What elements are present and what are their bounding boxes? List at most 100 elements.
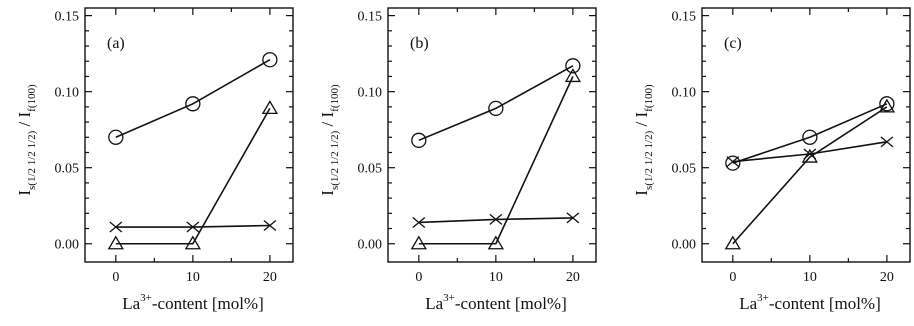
panel-3-ytick-label: 0.05 [672,162,697,177]
panel-1-y-axis-label-i1: I [15,190,34,196]
panel-1-y-axis-label-sub2: f(100) [26,84,38,112]
panel-3-frame [701,7,911,263]
panel-3-cross-point [803,148,817,160]
panel-1-x-axis-label-sup: 3+ [140,292,152,304]
panel-2-cross-point-stroke-2 [566,212,580,224]
panel-1-frame [84,7,294,263]
panel-1-cross-point-stroke-2 [263,219,277,231]
panel-3-ytick-label: 0.00 [672,238,697,253]
panel-2-ytick-label: 0.05 [358,162,383,177]
panel-1-cross-point [186,221,200,233]
panel-2-circle-point [565,58,581,74]
panel-3-circle-point [802,129,818,145]
panel-2-triangle-point [410,235,427,250]
panel-1-cross-point-stroke-2 [109,221,123,233]
panel-1-xtick-label: 20 [263,270,277,285]
panel-3-xtick-label: 10 [803,270,817,285]
panel-3-y-axis-label-sub2: f(100) [643,84,655,112]
panel-3-cross-point [726,156,740,168]
panel-1-xtick-label: 10 [186,270,200,285]
panel-1-xtick-label: 0 [112,270,119,285]
panel-1-ytick-label: 0.00 [55,238,80,253]
panel-3-x-axis-label-rest: -content [mol%] [769,294,881,313]
panel-1-circle-point [108,129,124,145]
panel-1-y-axis-label: Is(1/2 1/2 1/2) / If(100) [15,84,38,196]
panel-1-y-axis-label-i2: I [15,111,34,117]
panel-2-x-axis-label: La3+-content [mol%] [425,292,567,313]
panel-3-cross-point [880,136,894,148]
panel-1-cross-point [109,221,123,233]
panel-3-triangle-point [878,98,896,113]
panel-1-triangle-point [107,235,124,250]
panel-2-cross-point [412,216,426,228]
panel-1-circle-point [185,96,201,112]
panel-2-circle-point [411,132,427,148]
panel-1-triangle-point [184,235,201,250]
panel-1-x-axis-label-rest: -content [mol%] [152,294,264,313]
panel-1-y-axis-label-sub1: s(1/2 1/2 1/2) [26,130,38,190]
panel-2-frame [387,7,597,263]
panel-1-series-circle-line [115,59,271,139]
panel-1-x-axis-label: La3+-content [mol%] [122,292,264,313]
panel-3-x-axis-label-base: La [739,294,757,313]
panel-1-cross-point-stroke-2 [186,221,200,233]
panel-2-ytick-label: 0.10 [358,86,383,101]
panel-2-circle-point [488,100,504,117]
panel-3-y-axis-label-sub1: s(1/2 1/2 1/2) [643,130,655,190]
panel-2-x-axis-label-base: La [425,294,443,313]
panel-3-x-axis-label-sup: 3+ [757,292,769,304]
panel-3-cross-point-stroke-2 [803,148,817,160]
panel-2-ytick-label: 0.15 [358,10,383,25]
panel-3-triangle-point [724,235,741,250]
panel-2-cross-point-stroke-2 [489,213,503,225]
panel-3-ytick-label: 0.10 [672,86,697,101]
panel-1-y-axis-label-sep: / [15,117,34,130]
panel-2-xtick-label: 20 [566,270,580,285]
panel-2-y-axis-label-sub2: f(100) [329,84,341,112]
panel-3-series-triangle-line [732,106,888,245]
panel-1-x-axis-label-base: La [122,294,140,313]
panel-3-circle-point [725,155,741,171]
panel-2-y-axis-label: Is(1/2 1/2 1/2) / If(100) [318,84,341,196]
panel-2-x-axis-label-rest: -content [mol%] [455,294,567,313]
panel-3-xtick-label: 0 [729,270,736,285]
panel-2-ytick-label: 0.00 [358,238,383,253]
panel-2-x-axis-label-sup: 3+ [443,292,455,304]
panel-3-cross-point-stroke-2 [880,136,894,148]
panel-2-y-axis-label-i1: I [318,190,337,196]
panel-1-triangle-point [261,100,279,115]
panel-1-ytick-label: 0.15 [55,10,80,25]
panel-1-ytick-label: 0.10 [55,86,80,101]
panel-2-xtick-label: 0 [415,270,422,285]
panel-3-xtick-label: 20 [880,270,894,285]
panel-3-y-axis-label-i2: I [632,111,651,117]
panel-2-xtick-label: 10 [489,270,503,285]
panel-3-panel-label: (c) [724,35,742,52]
panel-3-series-circle-line [732,103,888,164]
panel-2-y-axis-label-i2: I [318,111,337,117]
panel-2-triangle-point [487,235,504,250]
panel-1-ytick-label: 0.05 [55,162,80,177]
panel-1-cross-point [263,219,277,231]
panel-3-y-axis-label-i1: I [632,190,651,196]
panel-3-y-axis-label: Is(1/2 1/2 1/2) / If(100) [632,84,655,196]
panel-2-cross-point [566,212,580,224]
panel-2-series-circle-line [418,65,574,142]
panel-2-y-axis-label-sep: / [318,117,337,130]
panel-2-cross-point-stroke-2 [412,216,426,228]
panel-2-cross-point [489,213,503,225]
panel-3-x-axis-label: La3+-content [mol%] [739,292,881,313]
panel-2-panel-label: (b) [410,35,429,52]
panel-3-cross-point-stroke-2 [726,156,740,168]
panel-1-circle-point [262,52,278,68]
panel-3-y-axis-label-sep: / [632,117,651,130]
panel-2-triangle-point [564,68,582,83]
panel-3-ytick-label: 0.15 [672,10,697,25]
panel-1-series-triangle-line [115,107,271,245]
panel-3-circle-point [879,96,895,112]
panel-2-series-triangle-line [418,76,574,245]
panel-3-triangle-point [801,148,818,163]
panel-1-panel-label: (a) [107,35,125,52]
panel-2-y-axis-label-sub1: s(1/2 1/2 1/2) [329,130,341,190]
